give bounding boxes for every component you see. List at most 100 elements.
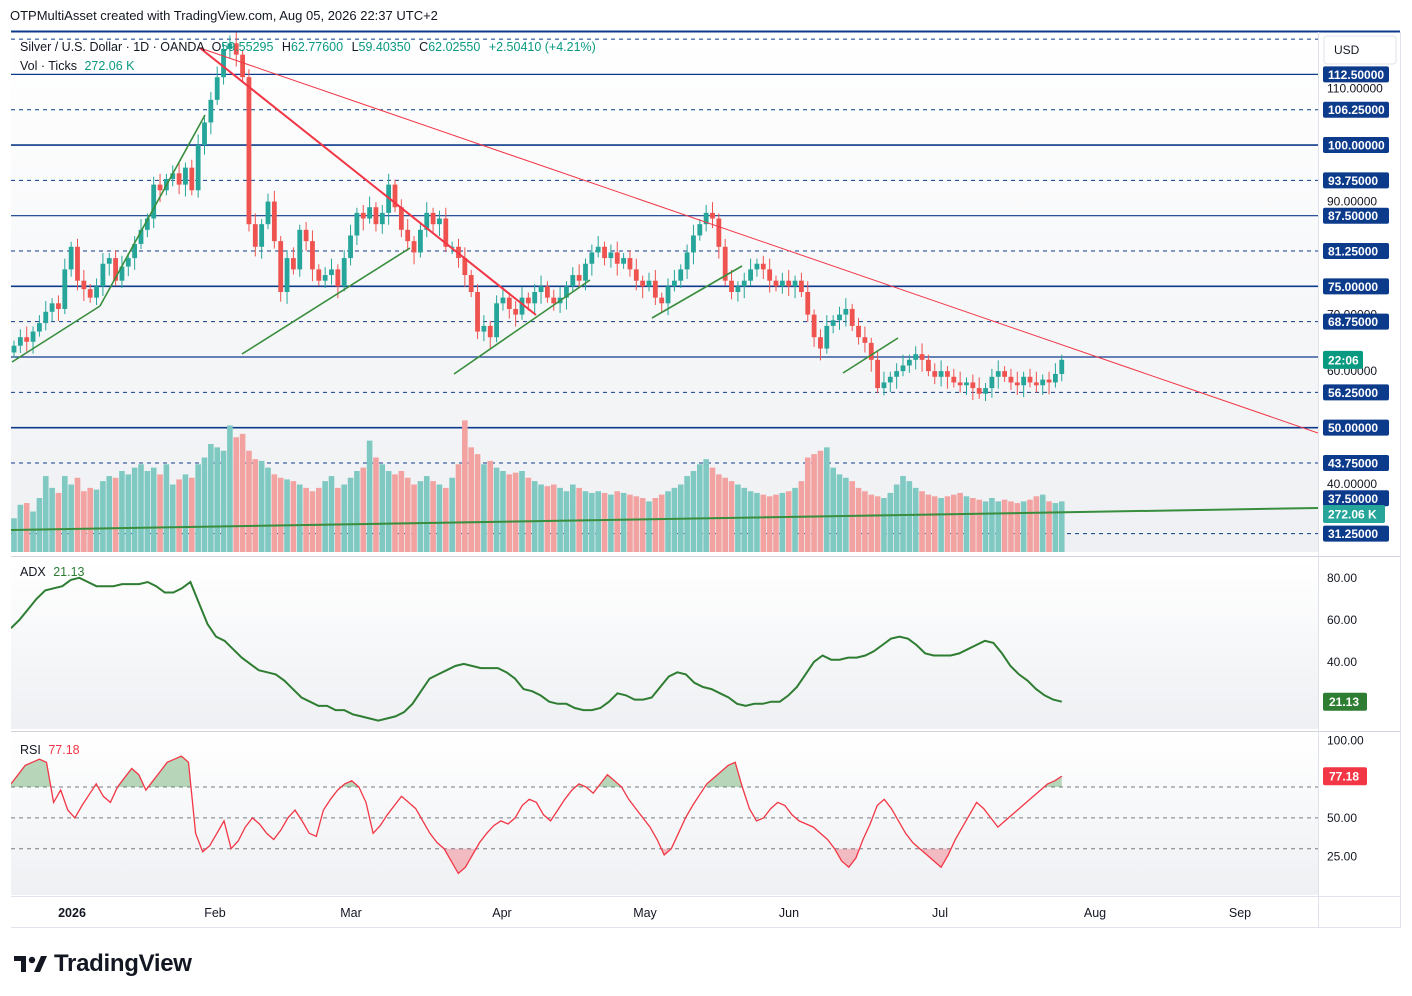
volume-bar xyxy=(970,498,976,552)
candle-body xyxy=(468,275,474,292)
current-price-tag-text: 22:06 xyxy=(1328,353,1359,367)
volume-bar xyxy=(697,464,703,552)
volume-bar xyxy=(976,499,982,552)
candle-body xyxy=(176,173,182,185)
price-axis-tick: 90.00000 xyxy=(1327,195,1377,209)
volume-bar xyxy=(252,459,259,552)
adx-axis[interactable]: 80.00 60.00 40.00 21.13 xyxy=(1323,571,1367,711)
volume-bar xyxy=(258,460,265,552)
candle-body xyxy=(818,337,823,349)
rsi-value-tag xyxy=(1323,767,1367,786)
candle-body xyxy=(297,229,303,270)
volume-bar xyxy=(773,494,779,552)
low-label: L xyxy=(352,40,359,54)
volume-bar xyxy=(81,491,87,552)
candle-body xyxy=(614,252,620,264)
candle-body xyxy=(621,258,626,264)
symbol-title: Silver / U.S. Dollar · 1D · OANDA xyxy=(20,40,205,54)
candle-body xyxy=(926,359,931,372)
volume-bar xyxy=(335,487,341,552)
time-axis-tick: Feb xyxy=(204,906,226,920)
price-level-tag-text: 100.00000 xyxy=(1328,139,1385,153)
close-label: C xyxy=(419,40,428,54)
candle-body xyxy=(976,388,982,394)
candle-body xyxy=(881,382,887,389)
volume-bar xyxy=(119,471,125,552)
adx-legend-value: 21.13 xyxy=(53,565,84,579)
candle-body xyxy=(754,263,760,270)
rsi-axis[interactable]: 100.00 50.00 25.00 77.18 xyxy=(1323,734,1367,864)
volume-bar xyxy=(639,498,646,552)
candle-body xyxy=(830,320,836,326)
volume-bar xyxy=(303,487,309,552)
volume-bar xyxy=(220,450,227,552)
candle-body xyxy=(392,184,398,208)
candle-body xyxy=(227,43,233,49)
candle-body xyxy=(214,77,220,100)
candle-body xyxy=(1033,382,1039,386)
support-trendline xyxy=(453,279,591,375)
candle-body xyxy=(310,241,315,270)
price-level-tag-text: 112.50000 xyxy=(1328,68,1384,82)
volume-bar xyxy=(570,484,576,552)
candle-body xyxy=(132,243,138,259)
candle-body xyxy=(424,212,430,230)
volume-bar xyxy=(449,477,455,552)
volume-bar xyxy=(144,471,151,552)
candle-body xyxy=(233,43,239,55)
price-axis[interactable]: 110.0000090.0000070.0000060.0000040.0000… xyxy=(1323,66,1389,542)
candle-body xyxy=(81,280,87,290)
volume-bar xyxy=(277,477,284,552)
volume-bar xyxy=(290,481,297,552)
candle-body xyxy=(30,331,36,342)
tradingview-logo[interactable]: TradingView xyxy=(12,950,192,978)
candle-body xyxy=(335,269,341,287)
volume-bar xyxy=(62,476,68,552)
candle-body xyxy=(964,382,969,386)
candle-body xyxy=(405,229,411,242)
volume-bar xyxy=(169,484,176,552)
volume-bar xyxy=(341,484,347,552)
currency-box[interactable] xyxy=(1323,35,1397,65)
rsi-line xyxy=(11,755,1063,875)
candle-body xyxy=(271,201,277,242)
candle-body xyxy=(659,297,665,304)
candle-body xyxy=(506,297,512,309)
price-level-tag xyxy=(1323,313,1389,330)
volume-bar xyxy=(328,476,335,552)
price-level-tag-text: 56.25000 xyxy=(1328,386,1378,400)
price-level-tag xyxy=(1323,172,1389,189)
candle-body xyxy=(208,99,214,123)
volume-bar xyxy=(163,464,170,552)
price-level-tag xyxy=(1323,490,1389,507)
candle-body xyxy=(945,371,950,377)
candle-body xyxy=(202,122,207,146)
candle-body xyxy=(316,269,322,281)
volume-value-tag xyxy=(1323,505,1385,523)
volume-bar xyxy=(633,496,640,552)
candle-body xyxy=(824,325,830,349)
volume-bar xyxy=(201,457,208,552)
candle-body xyxy=(697,224,703,236)
candle-body xyxy=(1040,379,1046,386)
time-axis[interactable]: 2026 Feb Mar Apr May Jun Jul Aug Sep xyxy=(58,906,1251,920)
volume-bar xyxy=(620,492,627,552)
currency-label: USD xyxy=(1334,43,1360,57)
price-chart[interactable]: USD 110.0000090.0000070.0000060.0000040.… xyxy=(0,0,1412,940)
price-level-tag xyxy=(1323,101,1389,118)
candle-body xyxy=(1014,382,1020,386)
volume-bar xyxy=(239,433,246,552)
volume-bar xyxy=(951,494,957,552)
volume-bar xyxy=(982,501,989,552)
volume-bar xyxy=(843,477,849,552)
volume-bar xyxy=(100,481,106,552)
volume-bar xyxy=(1039,494,1046,552)
candle-body xyxy=(1027,376,1033,383)
volume-bar xyxy=(385,471,392,552)
volume-bar xyxy=(855,487,862,552)
current-price-tag xyxy=(1323,350,1363,369)
volume-bar xyxy=(455,464,462,552)
candle-body xyxy=(627,258,633,270)
volume-bar xyxy=(919,491,925,552)
long-resistance-trendline xyxy=(199,47,1318,434)
